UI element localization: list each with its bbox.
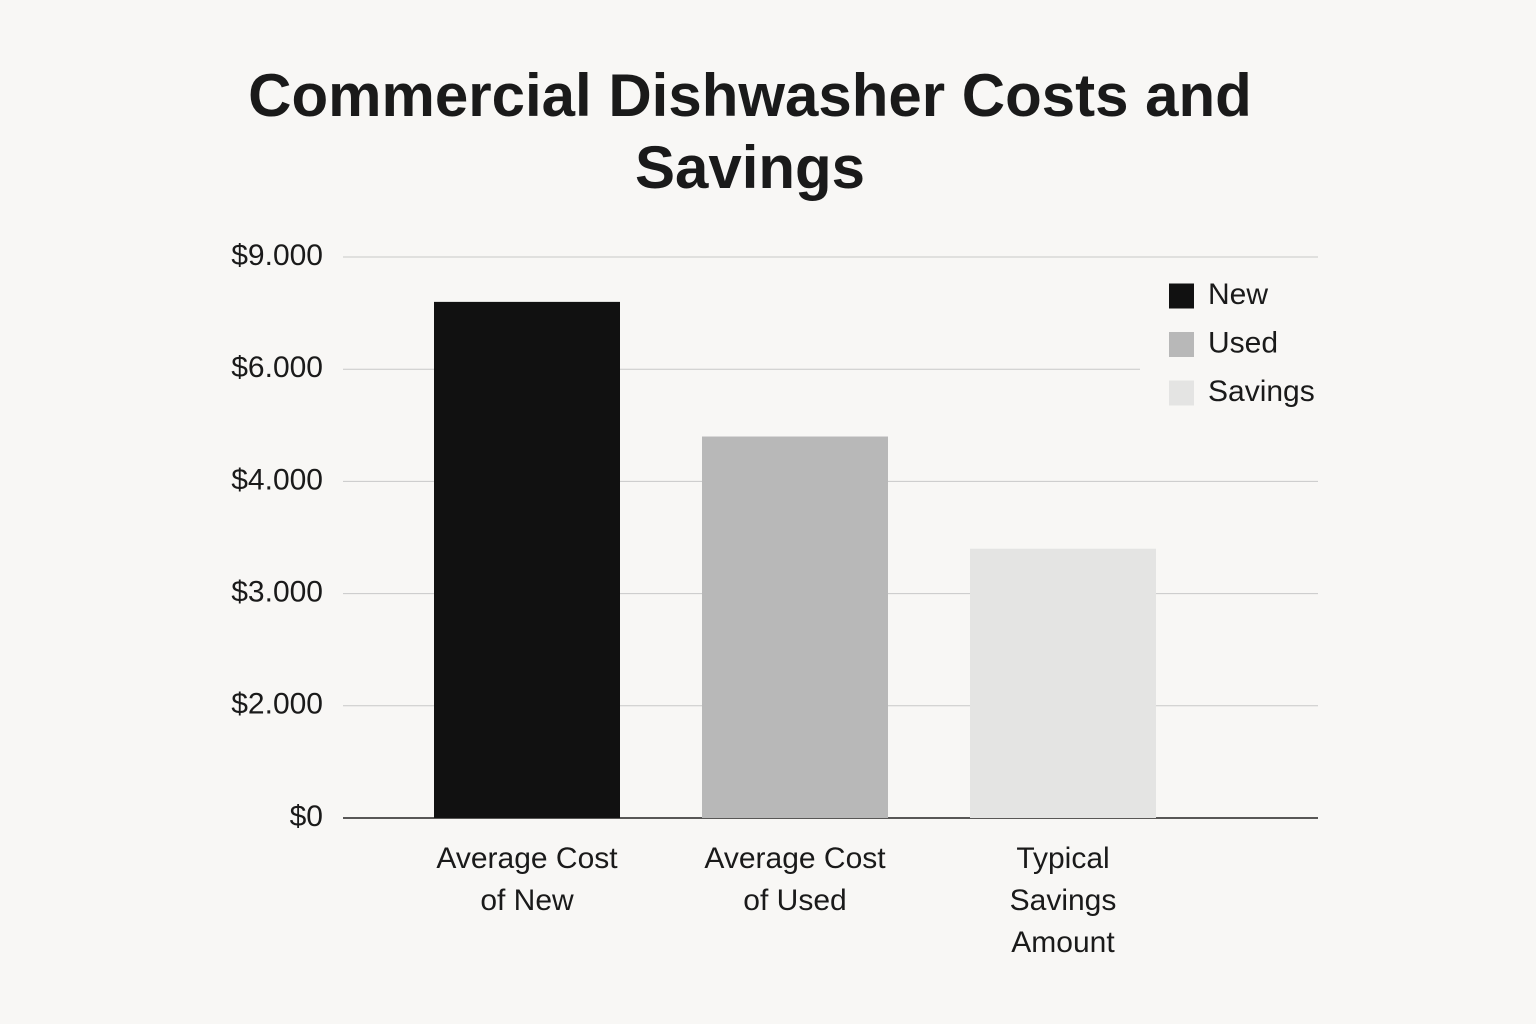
y-tick-label: $0: [290, 800, 323, 833]
bar: [434, 301, 620, 818]
y-tick-label: $3.000: [231, 576, 323, 609]
y-tick-label: $9.000: [231, 239, 323, 272]
y-tick-label: $6.000: [231, 351, 323, 384]
bar: [970, 548, 1156, 818]
y-tick-label: $2.000: [231, 688, 323, 721]
chart-title: Commercial Dishwasher Costs and Savings: [248, 62, 1252, 201]
legend-label: Savings: [1208, 375, 1315, 408]
bar: [702, 436, 888, 818]
legend-label: New: [1208, 278, 1268, 311]
legend-swatch: [1169, 380, 1194, 406]
x-tick-label: Typical Savings Amount: [1009, 842, 1117, 959]
y-tick-label: $4.000: [231, 463, 323, 496]
x-tick-label: Average Cost of New: [436, 842, 618, 917]
legend-swatch: [1169, 283, 1194, 309]
legend-swatch: [1169, 332, 1194, 357]
legend-label: Used: [1208, 326, 1278, 359]
x-tick-label: Average Cost of Used: [704, 842, 886, 917]
